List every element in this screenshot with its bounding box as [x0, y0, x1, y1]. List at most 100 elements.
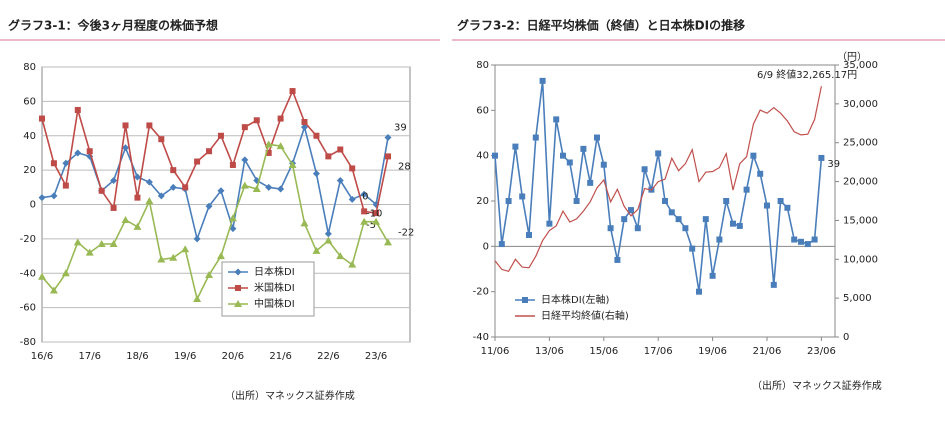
y2-tick-label: 20,000 — [843, 177, 878, 188]
marker — [811, 236, 818, 243]
marker — [216, 252, 225, 260]
source-note: （出所）マネックス証券作成 — [752, 379, 882, 392]
marker — [74, 149, 82, 157]
marker — [62, 182, 69, 189]
marker — [348, 260, 357, 268]
marker — [73, 238, 82, 246]
marker — [594, 134, 600, 141]
marker — [784, 204, 791, 211]
marker — [158, 136, 165, 143]
marker — [240, 181, 249, 189]
marker — [361, 208, 368, 215]
marker — [38, 194, 46, 202]
marker — [205, 202, 213, 210]
marker — [74, 106, 81, 113]
marker — [265, 149, 272, 156]
marker — [170, 167, 177, 174]
marker — [804, 241, 811, 248]
marker — [194, 158, 201, 165]
marker — [492, 152, 498, 159]
marker — [553, 116, 560, 123]
data-label: -22 — [398, 227, 414, 238]
marker — [634, 225, 641, 232]
marker — [757, 170, 764, 177]
marker — [253, 117, 260, 124]
marker — [39, 115, 45, 122]
marker — [241, 156, 249, 164]
y-tick-label: -60 — [20, 303, 36, 314]
data-label: -10 — [366, 209, 382, 220]
marker — [110, 176, 118, 184]
y2-tick-label: 35,000 — [843, 60, 878, 71]
marker — [324, 230, 332, 238]
marker — [145, 197, 154, 205]
marker — [702, 216, 709, 223]
marker — [519, 193, 526, 200]
marker — [573, 198, 580, 204]
marker — [621, 216, 628, 223]
marker — [587, 179, 594, 186]
marker — [217, 132, 224, 139]
marker — [682, 225, 689, 232]
marker — [743, 186, 750, 193]
data-label: 39 — [394, 122, 407, 133]
x-tick-label: 17/06 — [644, 346, 673, 357]
marker — [641, 166, 648, 173]
marker — [38, 272, 46, 280]
marker — [241, 124, 248, 131]
marker — [360, 190, 368, 198]
x-tick-label: 23/6 — [365, 351, 387, 362]
data-label: 39 — [827, 159, 840, 170]
legend-label: 日本株DI(左軸) — [541, 293, 610, 306]
x-tick-label: 22/6 — [317, 351, 339, 362]
marker — [50, 160, 57, 167]
y-tick-label: -20 — [473, 287, 489, 298]
marker — [110, 204, 117, 211]
marker — [98, 187, 105, 194]
marker — [628, 207, 634, 214]
x-tick-label: 15/06 — [589, 346, 618, 357]
marker — [566, 159, 573, 166]
y-tick-label: 0 — [30, 200, 36, 211]
marker — [301, 119, 308, 125]
marker — [157, 255, 166, 263]
marker — [348, 195, 356, 203]
x-tick-label: 23/06 — [807, 346, 836, 357]
x-tick-label: 11/06 — [481, 346, 510, 357]
marker — [229, 225, 237, 233]
marker — [750, 152, 757, 159]
marker — [818, 154, 825, 161]
x-tick-label: 18/6 — [126, 351, 148, 362]
marker — [546, 220, 553, 227]
y2-tick-label: 30,000 — [843, 99, 878, 110]
chart-title: グラフ3-2：日経平均株価（終値）と日本株DIの推移 — [457, 18, 745, 33]
marker — [736, 222, 743, 229]
marker — [86, 148, 93, 155]
y-tick-label: -80 — [20, 337, 36, 348]
marker — [276, 142, 285, 150]
y-tick-label: 20 — [23, 165, 36, 176]
marker — [580, 145, 587, 152]
marker — [532, 134, 539, 141]
marker — [193, 295, 202, 303]
marker — [723, 198, 730, 204]
series-line — [494, 80, 823, 292]
marker — [384, 133, 392, 141]
marker — [206, 148, 213, 155]
data-label: 0 — [362, 192, 368, 203]
marker — [336, 176, 344, 184]
x-tick-label: 19/06 — [698, 346, 727, 357]
marker — [49, 286, 58, 294]
marker — [384, 238, 392, 246]
y-tick-label: 40 — [23, 131, 36, 142]
marker — [193, 235, 201, 243]
marker — [234, 268, 242, 276]
y-tick-label: 60 — [476, 105, 489, 116]
marker — [539, 77, 546, 84]
marker — [62, 159, 70, 167]
marker — [50, 192, 58, 200]
marker — [655, 150, 662, 157]
x-tick-label: 16/6 — [31, 351, 53, 362]
marker — [312, 246, 321, 254]
